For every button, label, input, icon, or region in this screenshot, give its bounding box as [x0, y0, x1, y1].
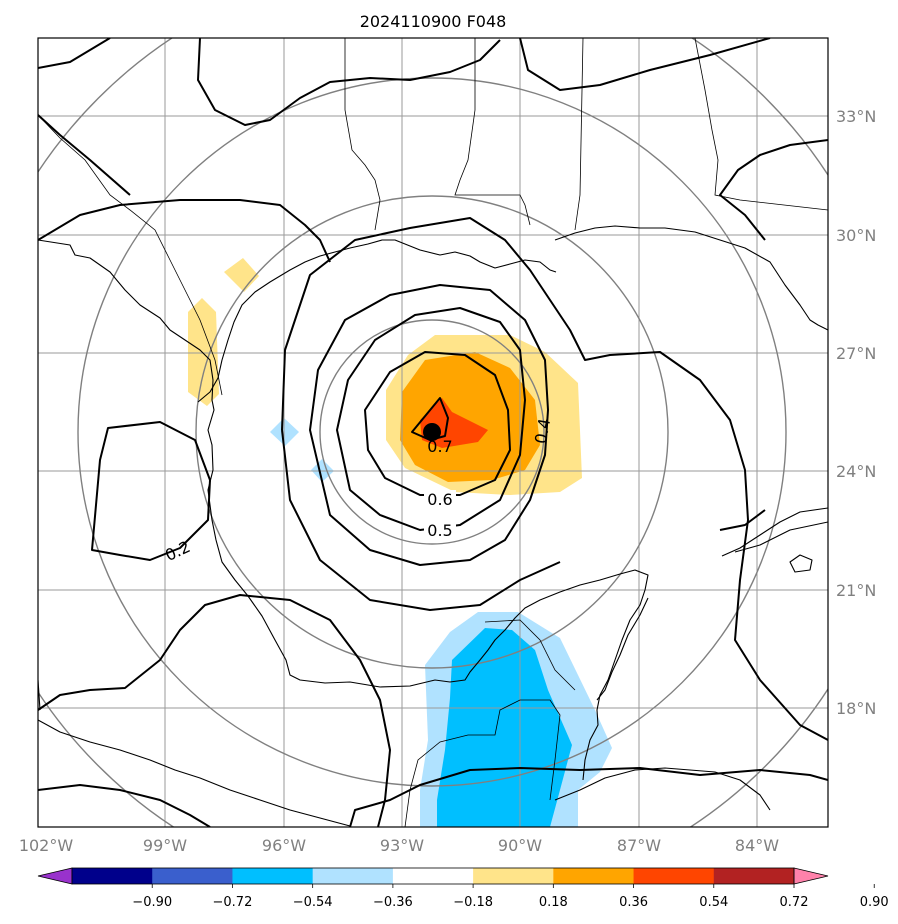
map-title: 2024110900 F048	[360, 12, 507, 31]
isoline-south	[38, 594, 391, 827]
lat-label-24n: 24°N	[836, 462, 876, 481]
storm-center-marker	[423, 423, 441, 441]
isoline-0.3	[281, 217, 828, 741]
lon-label-87w: 87°W	[617, 836, 661, 855]
borders	[38, 38, 828, 827]
positive-blob-texas	[224, 258, 259, 292]
colorbar-tick-label: −0.90	[132, 895, 172, 910]
positive-blob-coast	[188, 298, 219, 406]
colorbar-tick-label: −0.72	[213, 895, 253, 910]
colorbar-extend-low	[37, 867, 73, 885]
isoline-north-2	[197, 38, 501, 126]
colorbar-segment	[152, 868, 233, 884]
isoline-0.3-south	[281, 429, 561, 611]
contour-labels: 0.7 0.6 0.5 0.4 0.2	[162, 417, 554, 565]
contour-label-0.6: 0.6	[427, 490, 452, 509]
colorbar-tick-label: 0.54	[699, 895, 728, 910]
colorbar-segment	[713, 868, 795, 884]
range-rings	[38, 38, 828, 827]
isoline-sw	[38, 784, 211, 827]
lon-label-102w: 102°W	[19, 836, 74, 855]
lat-label-27n: 27°N	[836, 344, 876, 363]
contour-label-0.4: 0.4	[531, 417, 554, 445]
lat-label-18n: 18°N	[836, 699, 876, 718]
colorbar-tick-label: −0.36	[373, 895, 413, 910]
lon-label-84w: 84°W	[735, 836, 779, 855]
isoline-south-2	[349, 767, 828, 827]
lat-label-33n: 33°N	[836, 107, 876, 126]
central-america	[38, 719, 351, 827]
map-area: 0.7 0.6 0.5 0.4 0.2	[38, 38, 828, 827]
gulf-coast-north	[38, 239, 649, 781]
florida-coast	[554, 225, 828, 331]
colorbar: −0.90 −0.72 −0.54 −0.36 −0.18 0.18 0.36 0.54 0.7…	[37, 867, 889, 910]
positive-shading-0.36	[400, 352, 540, 482]
state-border-1	[344, 38, 381, 231]
coastlines	[38, 225, 828, 827]
colorbar-extend-high	[793, 867, 829, 885]
lon-label-96w: 96°W	[262, 836, 306, 855]
isoline-north-3	[519, 38, 771, 91]
colorbar-segment	[392, 868, 474, 884]
cuba-coast-2	[734, 521, 828, 553]
colorbar-tick-label: −0.18	[453, 895, 493, 910]
isoline-0.4	[309, 284, 549, 566]
state-border-2	[454, 38, 531, 226]
isoline-0.2	[38, 199, 331, 263]
colorbar-segment	[312, 868, 394, 884]
colorbar-segment	[633, 868, 715, 884]
state-border-3	[574, 38, 584, 231]
colorbar-tick-label: 0.18	[539, 895, 568, 910]
colorbar-segment	[232, 868, 314, 884]
guatemala-border	[404, 699, 561, 827]
colorbar-tick-label: 0.36	[619, 895, 648, 910]
isoline-east	[719, 139, 828, 241]
state-border-4	[694, 38, 828, 211]
colorbar-tick-label: −0.54	[293, 895, 333, 910]
us-mexico-border	[38, 114, 223, 396]
contour-label-0.7: 0.7	[427, 437, 452, 456]
isolines	[38, 38, 828, 827]
lon-label-99w: 99°W	[143, 836, 187, 855]
yucatan-east	[596, 597, 649, 701]
colorbar-tick-label: 0.90	[860, 895, 889, 910]
isoline-0.5	[336, 307, 526, 531]
cuba-coast	[721, 507, 828, 557]
lon-labels: 102°W 99°W 96°W 93°W 90°W 87°W 84°W	[19, 836, 779, 855]
isoline-north	[38, 38, 111, 69]
contour-label-0.5: 0.5	[427, 521, 452, 540]
isoline-0.6	[364, 351, 511, 496]
lat-label-30n: 30°N	[836, 226, 876, 245]
yucatan-border	[484, 619, 576, 691]
colorbar-outline	[71, 867, 795, 885]
lat-label-21n: 21°N	[836, 581, 876, 600]
colorbar-segment	[72, 868, 153, 884]
isle-of-youth	[789, 554, 813, 573]
isoline-east-2	[719, 509, 766, 531]
map-frame	[37, 37, 829, 828]
lon-label-90w: 90°W	[498, 836, 542, 855]
lon-label-93w: 93°W	[380, 836, 424, 855]
isoline-0.2-west	[91, 421, 211, 561]
texas-coast	[197, 239, 557, 403]
colorbar-tick-label: 0.72	[780, 895, 809, 910]
isoline-nw	[38, 114, 131, 196]
colorbar-segment	[553, 868, 635, 884]
negative-shading-0.36	[437, 628, 572, 827]
honduras-coast	[554, 767, 771, 811]
gridlines	[38, 38, 828, 827]
lat-labels: 33°N 30°N 27°N 24°N 21°N 18°N	[836, 107, 876, 718]
colorbar-segment	[473, 868, 554, 884]
